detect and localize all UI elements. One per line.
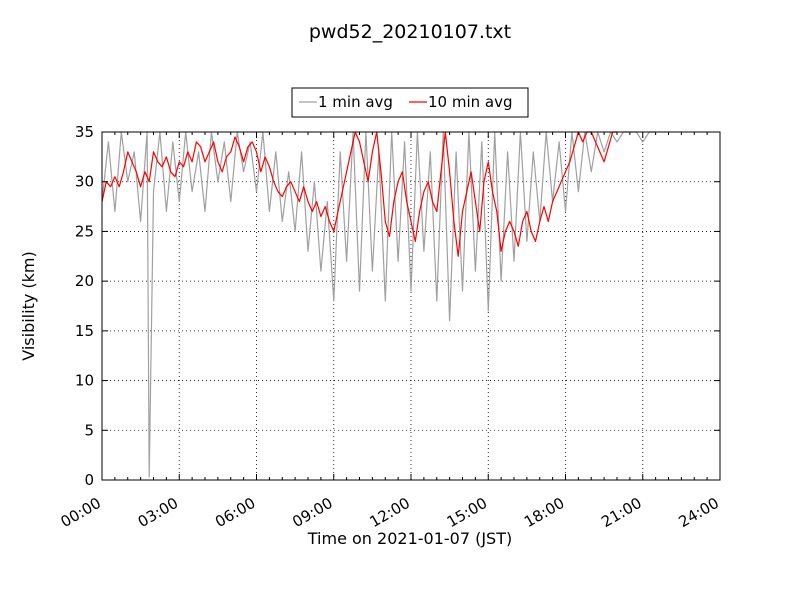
x-tick-label: 21:00 [598, 494, 644, 531]
x-axis-title: Time on 2021-01-07 (JST) [307, 529, 512, 548]
legend-label-10-min-avg: 10 min avg [428, 93, 513, 111]
y-tick-label: 0 [84, 471, 94, 489]
y-tick-labels: 0 5 10 15 20 25 30 35 [75, 123, 94, 489]
y-tick-label: 15 [75, 322, 94, 340]
y-tick-label: 25 [75, 222, 94, 240]
series-layer [101, 131, 656, 478]
series-line-10-min-avg [101, 131, 617, 257]
x-tick-label: 18:00 [521, 494, 567, 531]
x-tick-label: 06:00 [212, 494, 258, 531]
x-tick-labels: 00:00 03:00 06:00 09:00 12:00 15:00 18:00 21:00… [58, 494, 722, 531]
y-tick-label: 5 [84, 421, 94, 439]
grid-lines [102, 132, 720, 480]
y-tick-label: 10 [75, 372, 94, 390]
x-tick-label: 09:00 [289, 494, 335, 531]
x-tick-label: 12:00 [367, 494, 413, 531]
legend: 1 min avg 10 min avg [291, 87, 529, 118]
x-tick-label: 24:00 [676, 494, 722, 531]
legend-label-1-min-avg: 1 min avg [318, 93, 393, 111]
x-tick-label: 00:00 [58, 494, 104, 531]
y-axis-title: Visibility (km) [19, 251, 38, 360]
chart-title: pwd52_20210107.txt [309, 21, 511, 43]
series-line-1-min-avg [101, 131, 656, 478]
tick-marks [101, 131, 721, 481]
x-tick-label: 03:00 [135, 494, 181, 531]
x-tick-label: 15:00 [444, 494, 490, 531]
y-tick-label: 30 [75, 173, 94, 191]
y-tick-label: 20 [75, 272, 94, 290]
y-tick-label: 35 [75, 123, 94, 141]
